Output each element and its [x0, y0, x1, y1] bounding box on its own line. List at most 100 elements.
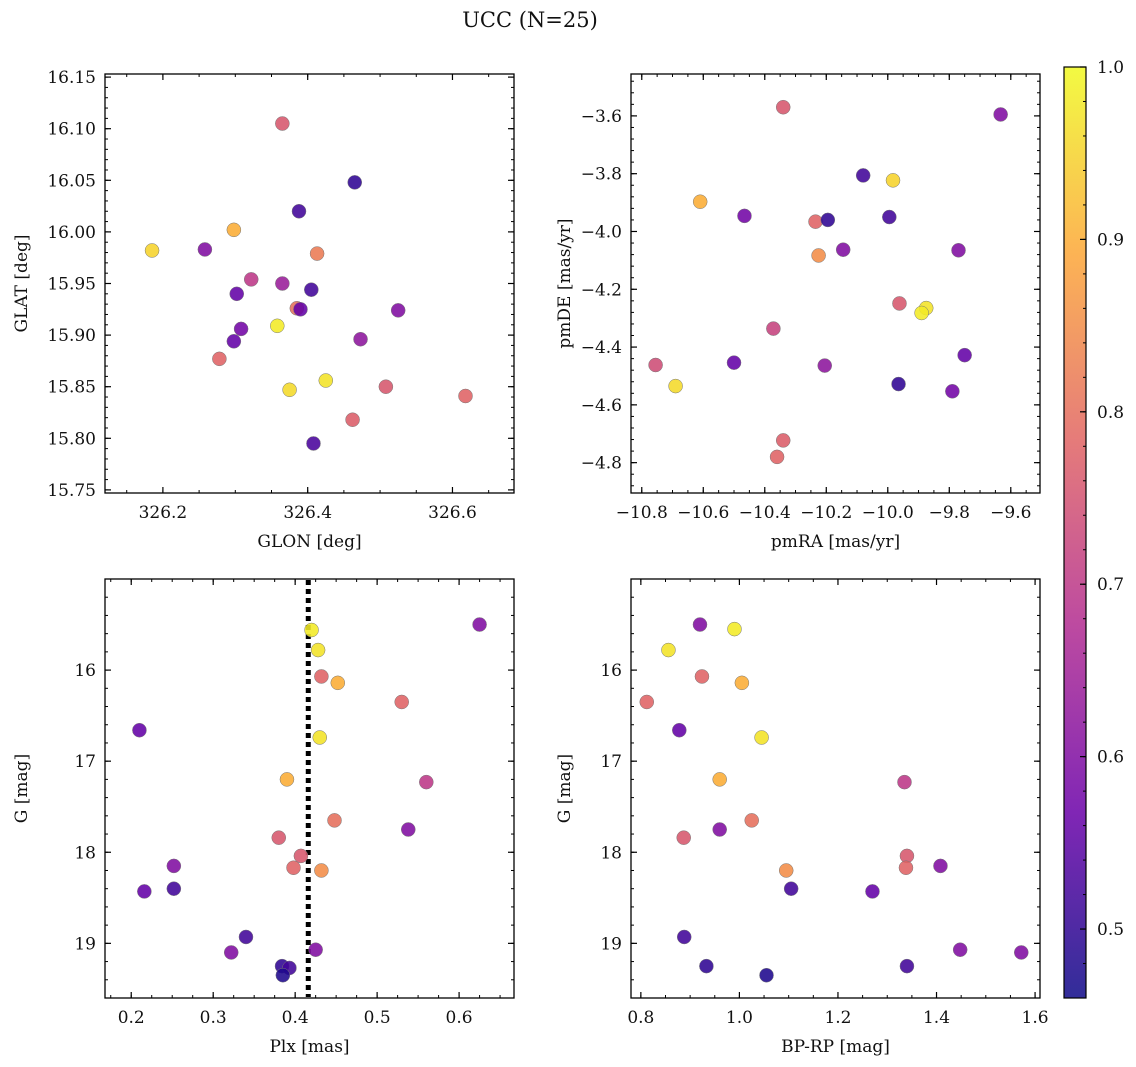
data-point — [835, 242, 851, 257]
data-point — [668, 378, 683, 394]
data-point — [882, 209, 897, 225]
x-axis-label: Plx [mas] — [269, 1037, 349, 1057]
data-point — [957, 347, 972, 363]
data-point — [314, 669, 329, 684]
data-point — [855, 168, 871, 183]
data-point — [293, 302, 308, 317]
data-point — [390, 303, 406, 318]
data-point — [166, 858, 182, 874]
data-point — [238, 929, 254, 945]
colorbar-tick-label: 0.5 — [1097, 920, 1124, 940]
y-tick-label: 16 — [600, 661, 622, 681]
data-point — [712, 772, 727, 787]
data-point — [778, 863, 794, 878]
y-tick-label: 16.15 — [47, 68, 96, 88]
data-point — [661, 642, 676, 658]
data-point — [676, 830, 691, 845]
data-point — [166, 881, 182, 896]
x-tick-label: 0.8 — [627, 1008, 654, 1028]
y-axis-label: G [mag] — [555, 754, 575, 823]
data-point — [394, 694, 409, 710]
y-tick-label: 18 — [600, 843, 622, 863]
x-tick-label: 0.6 — [446, 1008, 473, 1028]
y-tick-label: −4.8 — [581, 454, 622, 474]
data-point — [275, 967, 291, 983]
y-tick-label: 19 — [74, 934, 96, 954]
data-point — [270, 318, 285, 334]
y-tick-label: −4.0 — [581, 222, 622, 242]
y-tick-label: 17 — [74, 752, 96, 772]
colorbar-tick-label: 1.0 — [1097, 58, 1124, 78]
colorbar-scale — [1063, 66, 1087, 999]
data-point — [699, 958, 714, 974]
data-point — [648, 357, 663, 373]
data-point — [275, 116, 290, 131]
data-point — [726, 355, 742, 370]
data-point — [401, 822, 416, 837]
data-point — [727, 621, 742, 637]
data-point — [223, 945, 239, 960]
x-axis-label: pmRA [mas/yr] — [771, 532, 900, 552]
data-point — [775, 433, 791, 448]
data-point — [282, 382, 297, 398]
colorbar-tick-label: 0.8 — [1097, 403, 1124, 423]
x-tick-label: 0.5 — [364, 1008, 391, 1028]
data-point — [672, 722, 687, 738]
data-point — [734, 675, 750, 691]
data-point — [233, 321, 249, 337]
data-point — [212, 351, 227, 367]
data-point — [1014, 945, 1029, 960]
data-point — [144, 243, 160, 258]
x-tick-label: −10.4 — [739, 503, 791, 523]
data-point — [312, 730, 327, 745]
y-tick-label: −4.6 — [581, 396, 622, 416]
data-point — [692, 617, 708, 632]
data-point — [775, 99, 791, 115]
data-point — [712, 822, 727, 837]
x-tick-label: −10.6 — [677, 503, 729, 523]
data-point — [345, 412, 360, 427]
x-tick-label: −10.0 — [862, 503, 914, 523]
colorbar-tick-label: 0.7 — [1097, 575, 1124, 595]
axes-frame — [630, 73, 1041, 494]
y-tick-label: −4.4 — [581, 338, 622, 358]
colorbar-tick-label: 0.6 — [1097, 748, 1124, 768]
x-tick-label: −9.8 — [929, 503, 970, 523]
y-tick-label: 15.75 — [47, 481, 96, 501]
x-tick-label: −10.2 — [800, 503, 852, 523]
data-point — [229, 286, 244, 302]
x-tick-label: 326.6 — [428, 503, 477, 523]
data-point — [885, 173, 901, 188]
data-point — [286, 860, 301, 875]
colorbar-tick-label: 0.9 — [1097, 230, 1124, 250]
data-point — [914, 305, 929, 321]
x-axis-label: BP-RP [mag] — [781, 1037, 890, 1057]
x-tick-label: 1.0 — [726, 1008, 753, 1028]
data-point — [304, 282, 319, 297]
x-tick-label: 1.4 — [923, 1008, 950, 1028]
x-tick-label: 0.3 — [200, 1008, 227, 1028]
data-point — [694, 669, 710, 684]
data-point — [318, 373, 334, 388]
data-point — [639, 694, 655, 710]
data-point — [951, 243, 966, 258]
x-tick-label: 0.4 — [282, 1008, 309, 1028]
data-point — [353, 331, 368, 347]
data-point — [419, 774, 434, 790]
data-point — [293, 848, 309, 864]
data-point — [892, 296, 907, 311]
y-tick-label: 15.95 — [47, 275, 96, 295]
x-tick-label: 0.2 — [118, 1008, 145, 1028]
y-axis-label: GLAT [deg] — [12, 234, 32, 332]
colorbar: 0.5 0.6 0.7 0.8 0.9 1.0 — [1063, 58, 1124, 999]
data-point — [692, 194, 708, 209]
y-tick-label: 18 — [74, 843, 96, 863]
panel-glon-glat: 326.2 326.4 326.6 15.75 15.80 15.85 15.90 15.95… — [12, 68, 515, 552]
data-point — [197, 242, 213, 257]
data-point — [472, 617, 487, 632]
data-point — [817, 358, 832, 373]
x-tick-label: 1.2 — [824, 1008, 851, 1028]
data-point — [865, 884, 880, 899]
axes-frame — [104, 578, 515, 999]
data-point — [243, 272, 259, 287]
